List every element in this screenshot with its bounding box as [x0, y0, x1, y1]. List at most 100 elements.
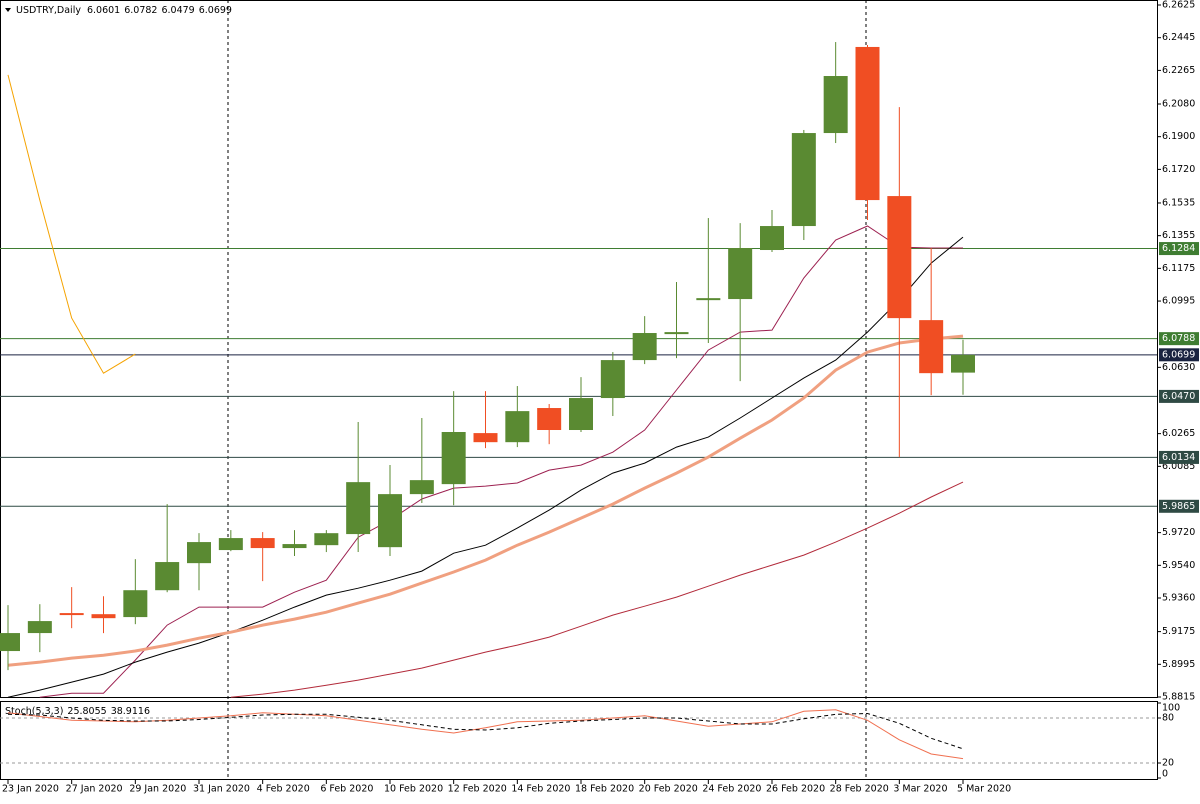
x-tick-label: 6 Feb 2020 [320, 784, 373, 795]
indicator-main-value: 25.8055 [67, 706, 106, 717]
x-tick-label: 12 Feb 2020 [448, 784, 507, 795]
candle-body [696, 298, 721, 301]
indicator-y-tick-label: 100 [1162, 703, 1180, 714]
stochastic-line [7, 712, 964, 750]
open-value: 6.0601 [87, 5, 120, 16]
y-tick-label: 5.9360 [1162, 593, 1195, 604]
moving-average [7, 236, 964, 698]
y-tick-label: 5.8995 [1162, 659, 1195, 670]
candle-body [378, 494, 402, 548]
y-tick-label: 6.1900 [1162, 131, 1195, 142]
y-tick-label: 6.0265 [1162, 428, 1195, 439]
candle-body [951, 354, 975, 373]
y-tick-label: 6.1535 [1162, 197, 1195, 208]
x-tick-label: 20 Feb 2020 [639, 784, 698, 795]
price-frame [0, 0, 1158, 698]
x-tick-label: 10 Feb 2020 [384, 784, 443, 795]
price-level-label: 6.0699 [1162, 349, 1195, 360]
indicator-header: Stoch(5,3,3) 25.8055 38.9116 [5, 706, 150, 717]
y-tick-label: 6.0630 [1162, 362, 1195, 373]
indicator-signal-value: 38.9116 [111, 706, 150, 717]
candle-body [123, 590, 148, 618]
x-tick-label: 4 Feb 2020 [257, 784, 310, 795]
price-level-tag [1159, 348, 1199, 362]
candle-body [409, 480, 434, 495]
candle-body [791, 133, 816, 227]
candle-body [632, 333, 657, 361]
y-tick-label: 6.2445 [1162, 32, 1195, 43]
indicator-title: Stoch(5,3,3) [5, 706, 63, 717]
x-tick-label: 31 Jan 2020 [193, 784, 250, 795]
candle-body [600, 360, 625, 399]
candle-body [250, 538, 275, 549]
price-level-label: 6.0134 [1162, 452, 1195, 463]
price-level-tag [1159, 389, 1199, 403]
chart-header: USDTRY,Daily 6.0601 6.0782 6.0479 6.0699 [16, 5, 232, 16]
moving-average [7, 334, 964, 667]
x-tick-label: 3 Mar 2020 [893, 784, 947, 795]
x-tick-label: 5 Mar 2020 [957, 784, 1011, 795]
candle-body [155, 562, 180, 591]
candle-body [919, 320, 944, 374]
candle-body [728, 248, 753, 300]
indicator-frame [0, 701, 1158, 780]
x-tick-label: 23 Jan 2020 [2, 784, 59, 795]
candle-body [0, 633, 20, 652]
candle-body [760, 226, 784, 251]
candle-body [887, 196, 912, 319]
candle-body [282, 544, 307, 549]
candle-body [473, 433, 498, 443]
x-tick-label: 29 Jan 2020 [129, 784, 186, 795]
high-value: 6.0782 [124, 5, 157, 16]
candle-body [314, 533, 339, 546]
y-tick-label: 5.9175 [1162, 626, 1195, 637]
candle-body [91, 614, 116, 619]
candle-body [59, 613, 84, 616]
x-tick-label: 27 Jan 2020 [66, 784, 123, 795]
candle-body [27, 621, 52, 634]
x-tick-label: 18 Feb 2020 [575, 784, 634, 795]
y-tick-label: 6.0085 [1162, 461, 1195, 472]
candle-body [441, 432, 466, 485]
close-value: 6.0699 [199, 5, 232, 16]
candle-body [187, 542, 211, 564]
price-level-label: 6.1284 [1162, 243, 1195, 254]
candle-body [664, 332, 689, 335]
y-tick-label: 6.1175 [1162, 263, 1195, 274]
price-level-tag [1159, 332, 1199, 346]
y-tick-label: 6.0995 [1162, 296, 1195, 307]
price-level-label: 6.0788 [1162, 333, 1195, 344]
price-level-tag [1159, 499, 1199, 513]
symbol-title: USDTRY,Daily [16, 5, 81, 16]
candle-body [346, 482, 371, 535]
x-tick-label: 24 Feb 2020 [702, 784, 761, 795]
moving-average [7, 74, 136, 374]
stochastic-line [7, 709, 964, 760]
y-tick-label: 6.2080 [1162, 98, 1195, 109]
price-level-tag [1159, 450, 1199, 464]
candle-body [823, 76, 848, 134]
indicator-y-tick-label: 80 [1162, 713, 1174, 724]
y-tick-label: 5.8815 [1162, 692, 1195, 703]
candle-body [855, 46, 880, 201]
y-tick-label: 5.9540 [1162, 560, 1195, 571]
candle-body [505, 411, 530, 443]
moving-average [39, 225, 963, 698]
y-tick-label: 6.1355 [1162, 230, 1195, 241]
moving-average [230, 481, 964, 698]
y-tick-label: 6.2625 [1162, 0, 1195, 11]
candle-body [218, 538, 243, 551]
x-tick-label: 14 Feb 2020 [511, 784, 570, 795]
candle-body [537, 408, 562, 431]
indicator-y-tick-label: 20 [1162, 758, 1174, 769]
candle-body [569, 398, 593, 431]
y-tick-label: 6.2265 [1162, 65, 1195, 76]
price-level-label: 6.0470 [1162, 391, 1195, 402]
price-level-label: 5.9865 [1162, 501, 1195, 512]
indicator-y-tick-label: 0 [1162, 769, 1168, 780]
x-tick-label: 28 Feb 2020 [830, 784, 889, 795]
menu-arrow[interactable] [5, 8, 11, 12]
low-value: 6.0479 [161, 5, 194, 16]
